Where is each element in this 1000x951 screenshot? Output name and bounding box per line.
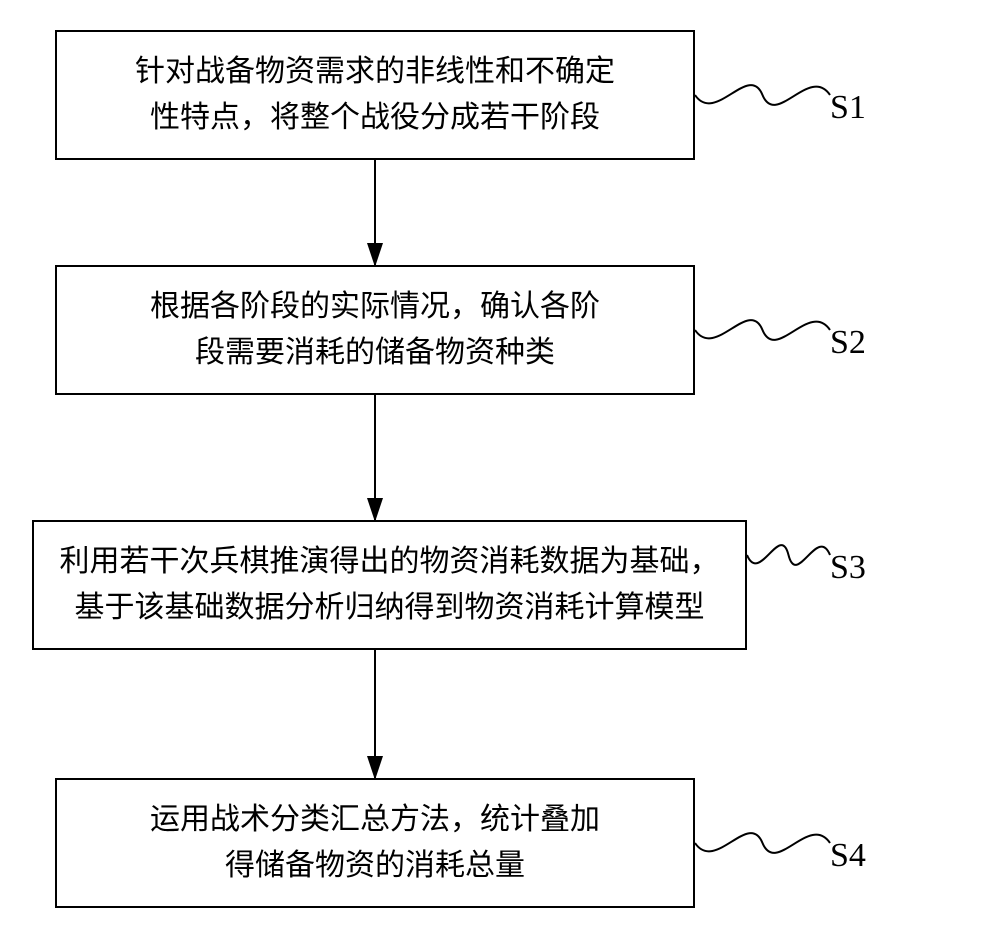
flow-step-text: 根据各阶段的实际情况，确认各阶 段需要消耗的储备物资种类 [150,284,600,377]
flow-step-text: 针对战备物资需求的非线性和不确定 性特点，将整个战役分成若干阶段 [135,49,615,142]
label-connector [695,85,830,105]
flow-step-s3: 利用若干次兵棋推演得出的物资消耗数据为基础， 基于该基础数据分析归纳得到物资消耗… [32,520,747,650]
step-label-s4: S4 [830,837,866,875]
label-connector [695,320,830,340]
flow-step-s4: 运用战术分类汇总方法，统计叠加 得储备物资的消耗总量 [55,778,695,908]
flow-step-text: 利用若干次兵棋推演得出的物资消耗数据为基础， 基于该基础数据分析归纳得到物资消耗… [60,539,720,632]
flow-step-text: 运用战术分类汇总方法，统计叠加 得储备物资的消耗总量 [150,797,600,890]
label-connector [695,833,830,853]
flow-step-s2: 根据各阶段的实际情况，确认各阶 段需要消耗的储备物资种类 [55,265,695,395]
step-label-s1: S1 [830,89,866,127]
label-connector [747,545,830,565]
step-label-s2: S2 [830,324,866,362]
step-label-s3: S3 [830,549,866,587]
flow-step-s1: 针对战备物资需求的非线性和不确定 性特点，将整个战役分成若干阶段 [55,30,695,160]
flowchart-canvas: 针对战备物资需求的非线性和不确定 性特点，将整个战役分成若干阶段 S1 根据各阶段的… [0,0,1000,951]
